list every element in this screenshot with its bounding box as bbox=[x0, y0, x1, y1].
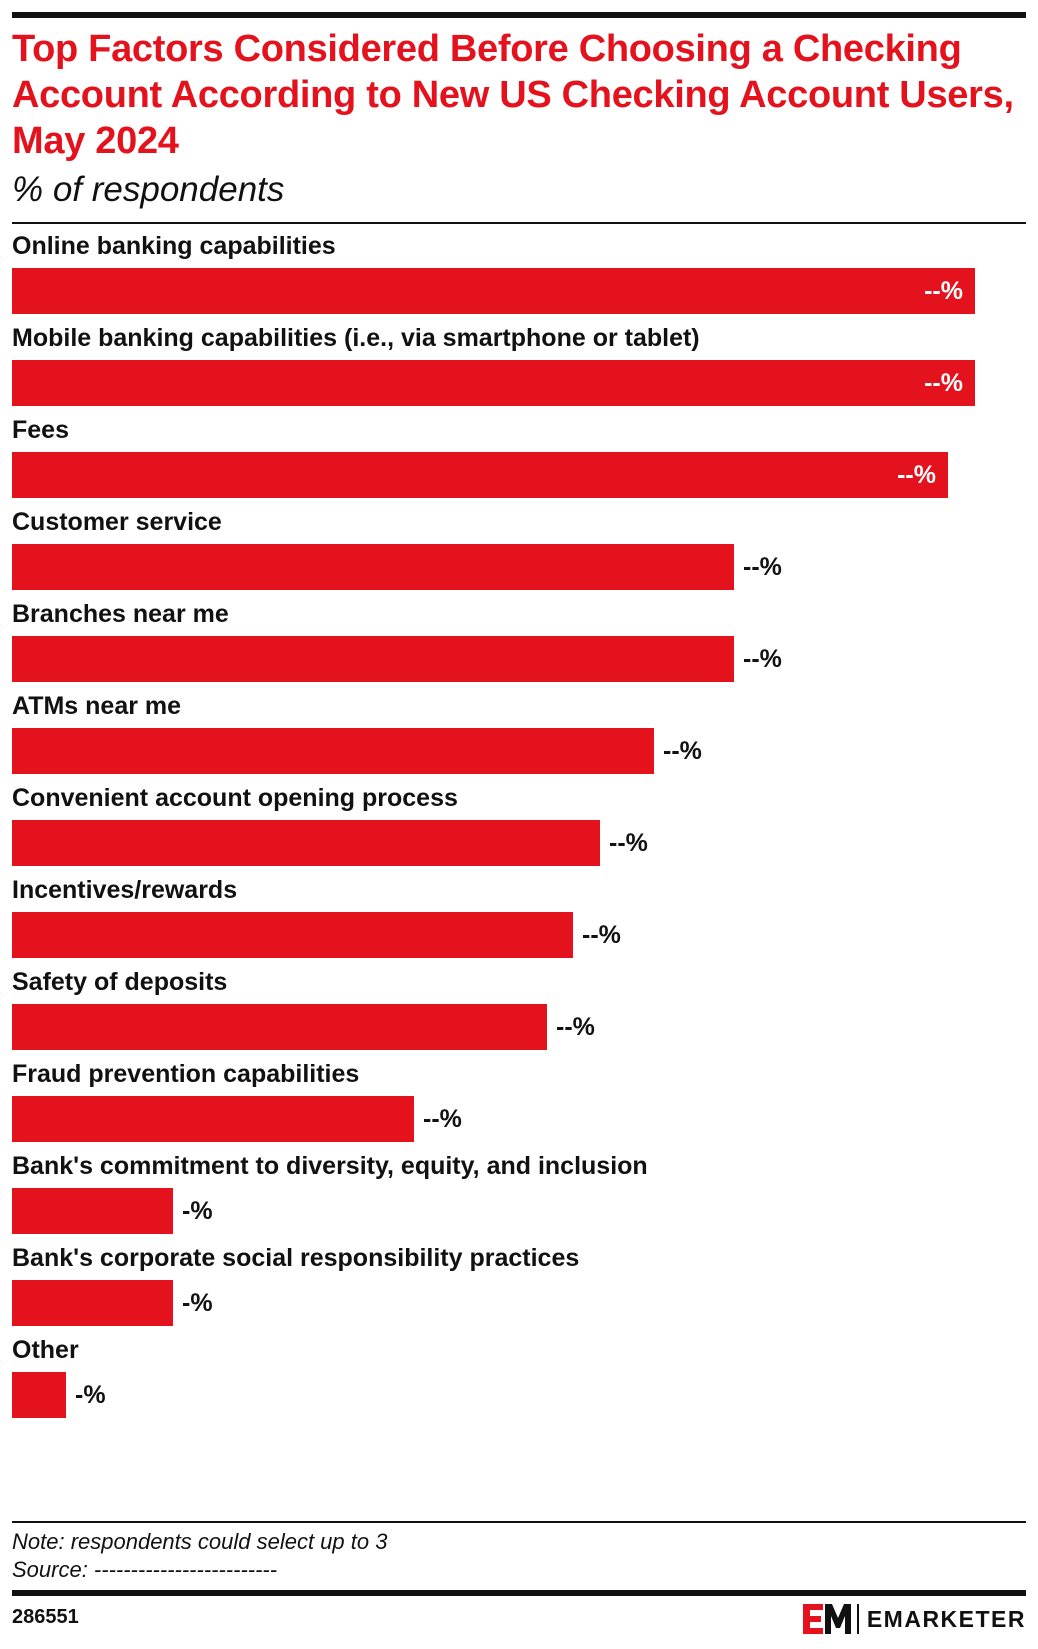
category-label: Fraud prevention capabilities bbox=[12, 1060, 360, 1088]
category-label: Mobile banking capabilities (i.e., via s… bbox=[12, 324, 700, 352]
logo-separator bbox=[856, 1604, 859, 1634]
category-label: Other bbox=[12, 1336, 79, 1364]
bar bbox=[12, 1280, 173, 1326]
note-text: Note: respondents could select up to 3 bbox=[12, 1529, 388, 1554]
category-label: Bank's corporate social responsibility p… bbox=[12, 1244, 580, 1272]
data-label: --% bbox=[924, 369, 963, 397]
data-label: --% bbox=[663, 737, 702, 765]
category-label: Branches near me bbox=[12, 600, 229, 628]
bar bbox=[12, 452, 948, 498]
bar bbox=[12, 728, 654, 774]
category-label: Bank's commitment to diversity, equity, … bbox=[12, 1152, 648, 1180]
bar bbox=[12, 1188, 173, 1234]
data-label: --% bbox=[743, 645, 782, 673]
category-label: Online banking capabilities bbox=[12, 232, 336, 260]
bar bbox=[12, 912, 573, 958]
category-label: Fees bbox=[12, 416, 69, 444]
bar-chart: Online banking capabilities --% Mobile ban… bbox=[0, 230, 1038, 1500]
bar bbox=[12, 1372, 66, 1418]
data-label: --% bbox=[582, 921, 621, 949]
source-text: Source: ------------------------- bbox=[12, 1557, 278, 1582]
data-label: --% bbox=[609, 829, 648, 857]
category-label: Incentives/rewards bbox=[12, 876, 238, 904]
data-label: -% bbox=[182, 1197, 213, 1225]
category-label: Convenient account opening process bbox=[12, 784, 458, 812]
bar bbox=[12, 1096, 414, 1142]
header-divider bbox=[12, 222, 1026, 224]
data-label: --% bbox=[897, 461, 936, 489]
bar bbox=[12, 636, 734, 682]
bottom-rule bbox=[12, 1590, 1026, 1596]
emarketer-logo: EMARKETER bbox=[802, 1602, 1026, 1636]
chart-id: 286551 bbox=[12, 1606, 79, 1628]
brand-name: EMARKETER bbox=[866, 1605, 1026, 1632]
bar bbox=[12, 820, 600, 866]
data-label: --% bbox=[743, 553, 782, 581]
category-label: Safety of deposits bbox=[12, 968, 228, 996]
bar bbox=[12, 268, 975, 314]
top-rule bbox=[12, 12, 1026, 18]
bar bbox=[12, 1004, 547, 1050]
chart-notes: Note: respondents could select up to 3 S… bbox=[12, 1528, 387, 1584]
data-label: -% bbox=[75, 1381, 106, 1409]
chart-title: Top Factors Considered Before Choosing a… bbox=[12, 28, 1014, 162]
data-label: --% bbox=[556, 1013, 595, 1041]
category-label: Customer service bbox=[12, 508, 222, 536]
data-label: -% bbox=[182, 1289, 213, 1317]
bar bbox=[12, 544, 734, 590]
data-label: --% bbox=[423, 1105, 462, 1133]
data-label: --% bbox=[924, 277, 963, 305]
bar bbox=[12, 360, 975, 406]
footer-divider bbox=[12, 1521, 1026, 1523]
chart-subtitle: % of respondents bbox=[12, 170, 285, 209]
category-label: ATMs near me bbox=[12, 692, 182, 720]
em-logo-icon bbox=[802, 1604, 851, 1634]
